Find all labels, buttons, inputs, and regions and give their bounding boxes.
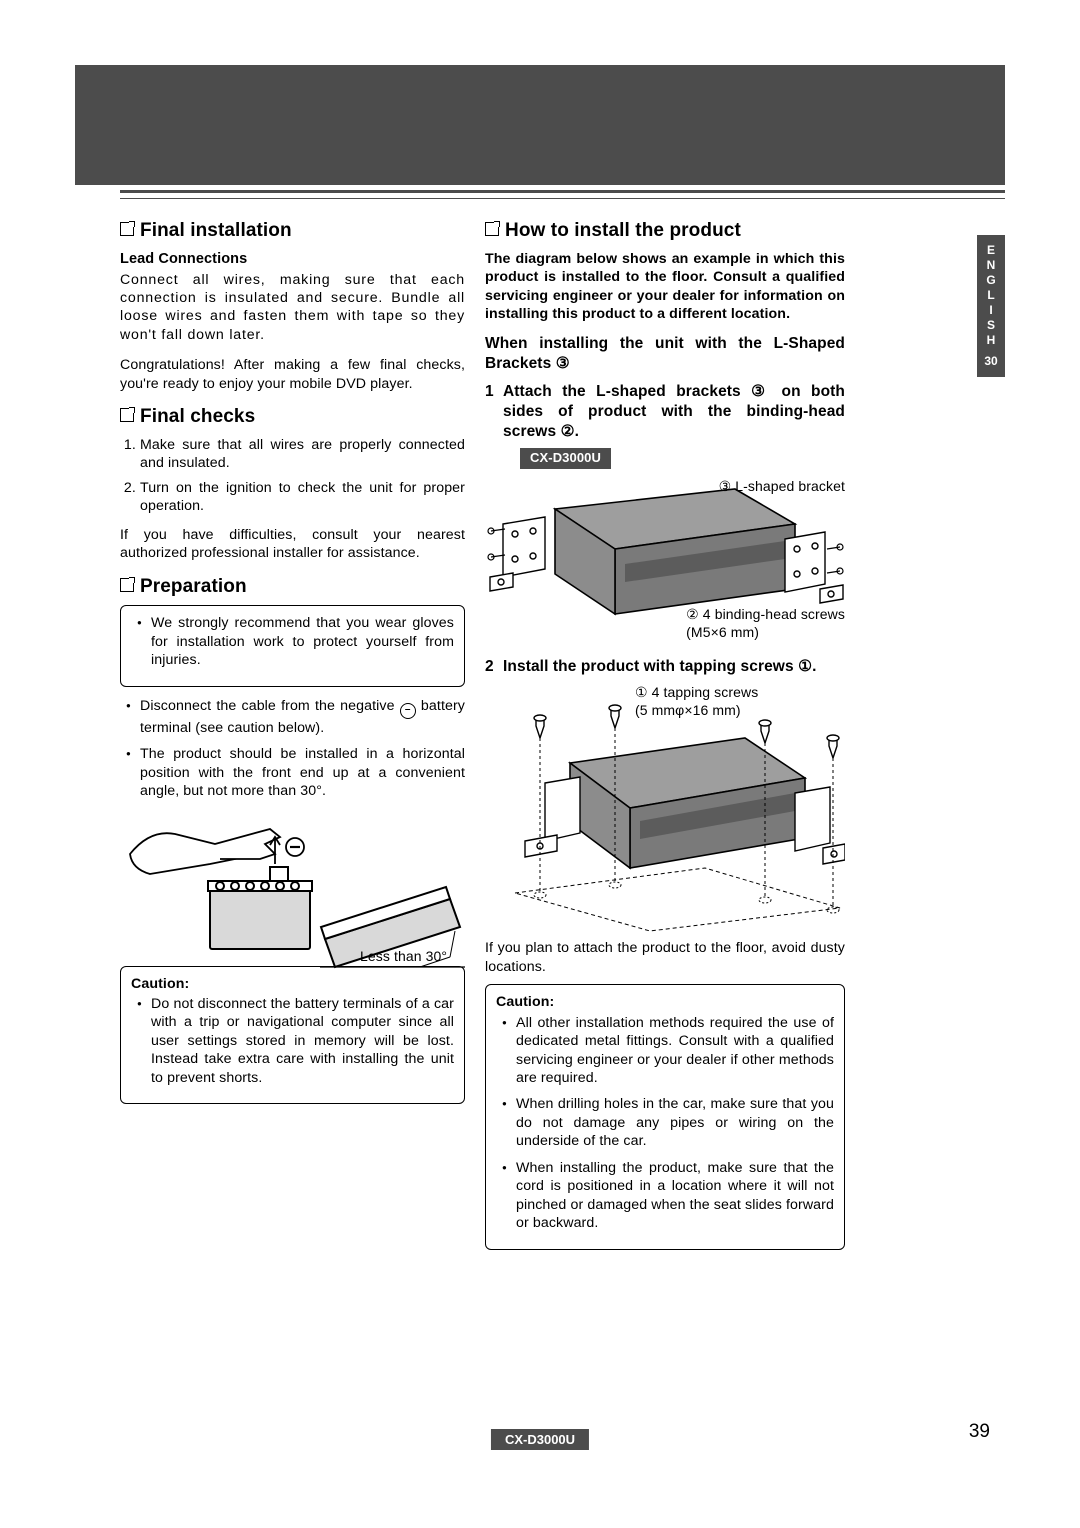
side-tab-lang: E N G L I S H: [977, 243, 1005, 348]
caution-list: All other installation methods required …: [496, 1014, 834, 1233]
t: Attach the L-shaped brackets: [503, 383, 751, 400]
footer-model-tag: CX-D3000U: [491, 1429, 589, 1450]
figure-battery-angle: Less than 30°: [120, 809, 465, 984]
t: ③: [751, 383, 771, 400]
prep-list: Disconnect the cable from the negative b…: [120, 697, 465, 801]
heading-text: How to install the product: [505, 220, 741, 241]
minus-icon: [400, 703, 416, 719]
caution-list: Do not disconnect the battery terminals …: [131, 995, 454, 1087]
gloves-item: We strongly recommend that you wear glov…: [141, 614, 454, 669]
section-icon: [120, 578, 134, 592]
t: .: [812, 658, 816, 675]
section-icon: [120, 408, 134, 422]
subhead-b: ③: [556, 355, 570, 372]
note-dusty: If you plan to attach the product to the…: [485, 939, 845, 976]
figure-brackets: ③ L-shaped bracket ② 4 binding-head scre…: [485, 469, 845, 649]
caution-item-3: When installing the product, make sure t…: [506, 1159, 834, 1233]
caution-title: Caution:: [496, 993, 834, 1011]
install-intro: The diagram below shows an example in wh…: [485, 250, 845, 324]
t: .: [575, 423, 579, 440]
prep-item-battery: Disconnect the cable from the negative b…: [130, 697, 465, 737]
install-subhead: When installing the unit with the L-Shap…: [485, 334, 845, 374]
final-checks-list: Make sure that all wires are properly co…: [120, 436, 465, 516]
heading-text: Final checks: [140, 406, 255, 427]
header-band: [75, 65, 1005, 185]
subhead-a: When installing the unit with the L-Shap…: [485, 335, 845, 372]
para-lead-connections: Connect all wires, making sure that each…: [120, 271, 465, 345]
model-tag-inline: CX-D3000U: [520, 448, 845, 469]
gloves-list: We strongly recommend that you wear glov…: [131, 614, 454, 669]
fig2-label-a: ① 4 tapping screws: [635, 683, 758, 701]
fig1-screws-label-a: ② 4 binding-head screws: [686, 605, 845, 623]
step-2: 2 Install the product with tapping screw…: [485, 657, 845, 677]
right-column: How to install the product The diagram b…: [485, 215, 845, 1250]
page: E N G L I S H 30 Final installation Lead…: [0, 0, 1080, 1528]
heading-text: Preparation: [140, 576, 247, 597]
model-tag: CX-D3000U: [520, 448, 611, 469]
t: Install the product with tapping screws: [503, 658, 798, 675]
check-item-1: Make sure that all wires are properly co…: [140, 436, 465, 473]
preparation-gloves-box: We strongly recommend that you wear glov…: [120, 605, 465, 686]
heading-how-to-install: How to install the product: [485, 219, 845, 244]
heading-final-installation: Final installation: [120, 219, 465, 244]
step-num-1: 1: [485, 382, 503, 442]
side-language-tab: E N G L I S H 30: [977, 235, 1005, 377]
subheading-lead-connections: Lead Connections: [120, 250, 465, 269]
t: ②: [561, 423, 575, 440]
side-tab-pageref: 30: [977, 354, 1005, 369]
step-1: 1 Attach the L-shaped brackets ③ on both…: [485, 382, 845, 442]
header-rule-thin: [120, 198, 1005, 199]
heading-text: Final installation: [140, 220, 292, 241]
step-2-text: Install the product with tapping screws …: [503, 657, 817, 677]
caution-item-1: All other installation methods required …: [506, 1014, 834, 1088]
para-difficulties: If you have difficulties, consult your n…: [120, 526, 465, 563]
step-num-2: 2: [485, 657, 503, 677]
left-column: Final installation Lead Connections Conn…: [120, 215, 465, 1250]
check-item-2: Turn on the ignition to check the unit f…: [140, 479, 465, 516]
fig2-label-b: (5 mmφ×16 mm): [635, 701, 758, 719]
prep-text-a: Disconnect the cable from the negative: [140, 698, 400, 714]
section-icon: [485, 222, 499, 236]
t: ①: [798, 658, 812, 675]
prep-item-angle: The product should be installed in a hor…: [130, 745, 465, 800]
para-congrats: Congratulations! After making a few fina…: [120, 356, 465, 393]
caution-install-box: Caution: All other installation methods …: [485, 984, 845, 1249]
caution-item-2: When drilling holes in the car, make sur…: [506, 1095, 834, 1150]
step-1-text: Attach the L-shaped brackets ③ on both s…: [503, 382, 845, 442]
section-icon: [120, 222, 134, 236]
fig1-bracket-label: ③ L-shaped bracket: [719, 477, 845, 495]
figure-angle-label: Less than 30°: [360, 947, 460, 965]
caution-item: Do not disconnect the battery terminals …: [141, 995, 454, 1087]
header-rule-thick: [120, 190, 1005, 193]
heading-preparation: Preparation: [120, 575, 465, 600]
content-columns: Final installation Lead Connections Conn…: [120, 215, 940, 1250]
figure-tapping-screws: ① 4 tapping screws (5 mmφ×16 mm): [485, 683, 845, 933]
heading-final-checks: Final checks: [120, 405, 465, 430]
model-tag: CX-D3000U: [491, 1429, 589, 1450]
fig1-screws-label-b: (M5×6 mm): [686, 623, 845, 641]
page-number: 39: [969, 1421, 990, 1443]
